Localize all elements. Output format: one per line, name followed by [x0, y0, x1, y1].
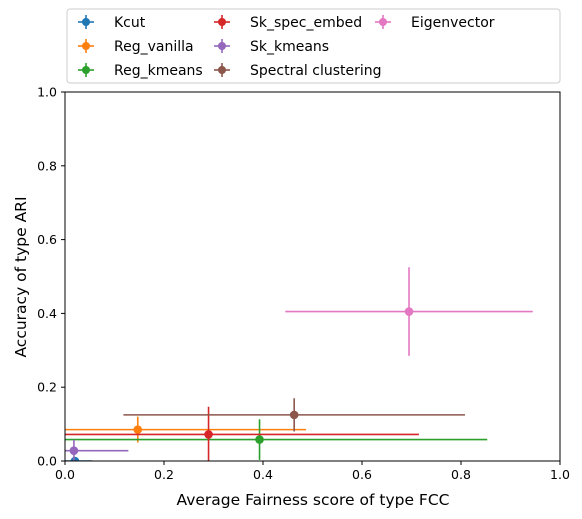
x-tick-label: 0.0	[55, 467, 75, 482]
y-tick-label: 0.8	[37, 158, 57, 173]
y-axis: 0.0 0.2 0.4 0.6 0.8 1.0	[37, 85, 65, 469]
x-tick-label: 0.2	[154, 467, 174, 482]
plot-frame	[64, 91, 561, 462]
y-tick-label: 0.2	[37, 380, 57, 395]
data-point-reg-vanilla	[133, 425, 143, 434]
x-tick-label: 0.6	[352, 467, 372, 482]
series-group	[65, 267, 533, 461]
x-tick-label: 0.4	[253, 467, 273, 482]
x-tick-label: 1.0	[550, 467, 570, 482]
y-tick-label: 0.4	[37, 306, 57, 321]
legend-entry-kcut: Kcut	[78, 15, 146, 31]
y-tick-label: 1.0	[37, 85, 57, 100]
series-sk-spec-embed	[65, 406, 419, 461]
data-point-spectral-clustering	[289, 410, 299, 420]
x-axis: 0.0 0.2 0.4 0.6 0.8 1.0	[55, 461, 570, 482]
legend-marker	[82, 18, 90, 26]
data-point-reg-kmeans	[255, 435, 264, 444]
y-tick-label: 0.0	[37, 454, 57, 469]
data-point-sk-kmeans	[69, 446, 79, 455]
data-point-eigenvector	[404, 307, 414, 316]
legend-marker	[218, 42, 226, 50]
series-kcut	[65, 456, 93, 461]
series-spectral-clustering	[123, 398, 465, 432]
legend-marker	[218, 18, 226, 26]
legend-entry-reg-kmeans: Reg_kmeans	[78, 63, 203, 79]
data-point-sk-spec-embed	[204, 430, 213, 439]
legend-label: Sk_spec_embed	[250, 15, 362, 31]
legend-entry-sk-spec-embed: Sk_spec_embed	[214, 15, 362, 31]
legend-marker	[379, 18, 387, 26]
legend-label: Eigenvector	[411, 15, 495, 31]
series-eigenvector	[285, 267, 533, 356]
legend-entry-eigenvector: Eigenvector	[375, 15, 495, 31]
y-tick-label: 0.6	[37, 232, 57, 247]
data-point-kcut	[70, 456, 80, 461]
legend-marker	[218, 66, 226, 74]
legend-label: Sk_kmeans	[250, 39, 329, 55]
legend-label: Spectral clustering	[250, 63, 382, 79]
legend: Kcut Reg_vanilla Reg_kmeans Sk_spec_embed Sk…	[66, 8, 561, 84]
legend-box	[66, 8, 561, 84]
series-reg-vanilla	[65, 416, 307, 443]
legend-entry-spectral-clustering: Spectral clustering	[214, 63, 382, 79]
x-tick-label: 0.8	[451, 467, 471, 482]
legend-entry-sk-kmeans: Sk_kmeans	[214, 39, 329, 55]
y-axis-label: Accuracy of type ARI	[12, 196, 30, 357]
series-sk-kmeans	[65, 439, 129, 461]
legend-marker	[82, 66, 90, 74]
legend-entry-reg-vanilla: Reg_vanilla	[78, 39, 194, 55]
series-reg-kmeans	[65, 419, 488, 460]
legend-marker	[82, 42, 90, 50]
plot-area	[64, 91, 561, 462]
legend-label: Reg_vanilla	[114, 39, 194, 55]
legend-label: Reg_kmeans	[114, 63, 203, 79]
legend-label: Kcut	[114, 15, 146, 31]
x-axis-label: Average Fairness score of type FCC	[177, 491, 450, 509]
